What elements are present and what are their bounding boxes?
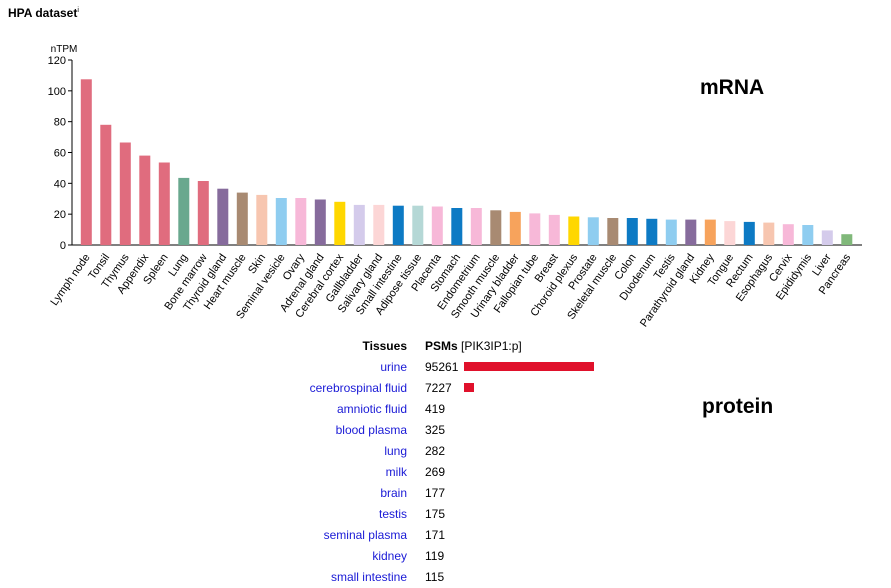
- y-tick-label: 20: [54, 209, 66, 221]
- bar-stomach: [451, 208, 463, 245]
- psm-bar: [464, 383, 474, 392]
- bar-pancreas: [841, 234, 853, 245]
- bar-lymph-node: [80, 79, 92, 245]
- bar-duodenum: [646, 218, 658, 245]
- bar-fallopian-tube: [529, 213, 541, 245]
- tissue-link[interactable]: testis: [378, 507, 407, 521]
- mrna-label: mRNA: [700, 76, 765, 99]
- protein-row: amniotic fluid 419: [0, 399, 891, 420]
- psm-value: 175: [425, 507, 446, 521]
- y-tick-label: 100: [48, 86, 66, 98]
- bar-testis: [665, 219, 677, 245]
- psm-value: 171: [425, 528, 446, 542]
- bar-choroid-plexus: [568, 216, 580, 245]
- bar-tonsil: [100, 124, 112, 246]
- y-tick-label: 80: [54, 117, 66, 129]
- y-tick-label: 40: [54, 178, 66, 190]
- protein-row: seminal plasma 171: [0, 525, 891, 546]
- bar-small-intestine: [392, 205, 404, 245]
- bar-epididymis: [802, 225, 814, 245]
- x-tick-label: Lymph node: [48, 252, 92, 308]
- psms-header: PSMs [PIK3IP1:p]: [425, 339, 522, 353]
- bar-endometrium: [470, 208, 482, 245]
- tissue-link[interactable]: brain: [380, 486, 407, 500]
- protein-row: urine 95261: [0, 357, 891, 378]
- bar-parathyroid-gland: [685, 219, 697, 245]
- psm-value: 419: [425, 402, 446, 416]
- bar-gallbladder: [353, 204, 365, 245]
- bar-adipose-tissue: [412, 205, 424, 245]
- psms-header-label: PSMs: [425, 339, 458, 353]
- bar-breast: [548, 214, 560, 245]
- bar-kidney: [704, 219, 716, 245]
- bar-thymus: [119, 142, 131, 245]
- bar-prostate: [587, 217, 599, 246]
- bar-colon: [626, 218, 638, 245]
- protein-row: milk 269: [0, 462, 891, 483]
- tissue-link[interactable]: milk: [385, 465, 407, 479]
- bar-bone-marrow: [197, 181, 209, 245]
- protein-row: testis 175: [0, 504, 891, 525]
- bar-urinary-bladder: [509, 211, 521, 245]
- y-tick-label: 0: [60, 240, 66, 252]
- protein-label: protein: [702, 395, 774, 418]
- tissue-link[interactable]: kidney: [372, 549, 407, 563]
- bar-seminal-vesicle: [275, 198, 287, 245]
- bar-salivary-gland: [373, 204, 385, 245]
- bar-liver: [821, 230, 833, 245]
- protein-row: kidney 119: [0, 546, 891, 567]
- bar-skeletal-muscle: [607, 218, 619, 245]
- tissue-link[interactable]: amniotic fluid: [336, 402, 407, 416]
- bar-skin: [256, 194, 268, 245]
- psm-bar: [464, 362, 594, 371]
- psm-value: 115: [425, 570, 445, 584]
- y-axis-label: nTPM: [51, 44, 78, 55]
- bar-placenta: [431, 206, 443, 245]
- protein-row: lung 282: [0, 441, 891, 462]
- bar-adrenal-gland: [314, 199, 326, 245]
- bar-esophagus: [763, 222, 775, 245]
- protein-row: cerebrospinal fluid 7227: [0, 378, 891, 399]
- info-icon[interactable]: i: [77, 7, 79, 14]
- psm-value: 7227: [425, 381, 452, 395]
- psm-value: 325: [425, 423, 446, 437]
- protein-row: small intestine 115: [0, 567, 891, 588]
- psm-value: 95261: [425, 360, 459, 374]
- psm-value: 269: [425, 465, 446, 479]
- psm-value: 177: [425, 486, 446, 500]
- dataset-title: HPA dataseti: [8, 6, 79, 20]
- bar-spleen: [158, 162, 170, 245]
- bar-tongue: [724, 221, 736, 245]
- psms-header-id: [PIK3IP1:p]: [461, 339, 522, 353]
- tissue-link[interactable]: lung: [384, 444, 407, 458]
- bar-lung: [178, 177, 190, 245]
- bar-heart-muscle: [236, 192, 248, 245]
- tissue-link[interactable]: small intestine: [330, 570, 407, 584]
- tissue-link[interactable]: seminal plasma: [323, 528, 407, 542]
- tissue-link[interactable]: urine: [380, 360, 407, 374]
- tissue-link[interactable]: cerebrospinal fluid: [309, 381, 407, 395]
- bar-thyroid-gland: [217, 188, 229, 245]
- protein-row: blood plasma 325: [0, 420, 891, 441]
- psm-value: 282: [425, 444, 446, 458]
- protein-table-header: Tissues PSMs [PIK3IP1:p]: [0, 336, 891, 357]
- bar-smooth-muscle: [490, 210, 502, 245]
- y-tick-label: 120: [48, 55, 66, 67]
- tissues-header: Tissues: [362, 339, 407, 353]
- protein-row: brain 177: [0, 483, 891, 504]
- bar-rectum: [743, 221, 755, 245]
- bar-ovary: [295, 198, 307, 245]
- bar-cervix: [782, 224, 794, 245]
- psm-value: 119: [425, 549, 445, 563]
- bar-appendix: [139, 155, 151, 245]
- tissue-link[interactable]: blood plasma: [335, 423, 407, 437]
- bar-cerebral-cortex: [334, 201, 346, 245]
- y-tick-label: 60: [54, 148, 66, 160]
- dataset-title-text: HPA dataset: [8, 6, 78, 20]
